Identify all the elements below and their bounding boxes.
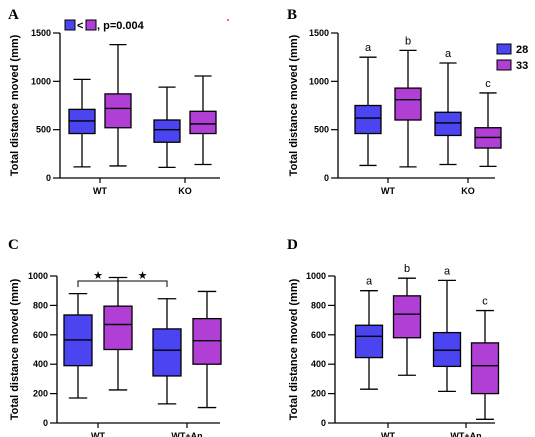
legend-swatch <box>496 59 512 71</box>
significance-star: ★ <box>138 269 148 282</box>
y-axis-label: Total distance moved (mm) <box>9 278 21 420</box>
y-tick-label: 600 <box>311 330 326 340</box>
panel-c: C Total distance moved (mm) 0 200 400 600 800 1… <box>8 237 222 437</box>
panel-b: B Total distance moved (mm) 0 500 1000 1500 WT… <box>287 7 528 196</box>
box-purple: c <box>474 78 502 168</box>
box-blue: a <box>432 265 462 393</box>
box-purple <box>192 290 222 409</box>
box-purple: b <box>394 35 422 168</box>
y-tick-label: 1500 <box>309 28 329 38</box>
annotation-pvalue: , p=0.004 <box>97 20 145 32</box>
box-iqr <box>152 328 182 377</box>
annotation-swatch-purple <box>85 19 97 31</box>
legend-label: 28 <box>516 44 528 56</box>
panel-d: D Total distance moved (mm) 0 200 400 600 800 1… <box>287 237 500 437</box>
significance-letter: a <box>444 265 451 277</box>
legend-label: 33 <box>516 60 528 72</box>
x-tick-label: WT+An <box>171 431 202 437</box>
significance-letter: c <box>485 78 491 90</box>
box-purple <box>189 75 217 166</box>
legend-swatch <box>496 43 512 55</box>
box-blue: a <box>354 42 382 167</box>
box-purple <box>104 43 132 167</box>
box-blue <box>63 292 93 399</box>
y-tick-label: 0 <box>43 418 48 428</box>
x-tick-label: WT <box>381 186 395 196</box>
x-tick-label: WT <box>381 431 395 437</box>
y-tick-label: 800 <box>311 300 326 310</box>
x-tick-label: KO <box>461 186 475 196</box>
panel-letter: A <box>8 7 19 23</box>
y-tick-label: 0 <box>324 173 329 183</box>
box-blue: a <box>354 276 384 390</box>
y-tick-label: 400 <box>311 359 326 369</box>
annotation: < , p=0.004 <box>64 19 145 32</box>
significance-letter: a <box>365 42 372 54</box>
annotation-less-than: < <box>77 20 83 32</box>
bracket-line <box>117 280 168 287</box>
y-tick-label: 1000 <box>306 271 326 281</box>
significance-star: ★ <box>93 269 103 282</box>
box-iqr <box>470 342 500 395</box>
significance-letter: b <box>405 35 411 47</box>
significance-letter: c <box>482 296 488 308</box>
y-tick-label: 600 <box>33 330 48 340</box>
significance-letter: a <box>445 48 452 60</box>
y-tick-label: 500 <box>36 125 51 135</box>
y-axis-label: Total distance moved (mm) <box>9 34 21 176</box>
significance-letter: a <box>366 276 373 288</box>
box-iqr <box>103 305 133 351</box>
y-tick-label: 1500 <box>31 28 51 38</box>
significance-bracket: ★ <box>117 269 168 287</box>
y-tick-label: 0 <box>46 173 51 183</box>
y-tick-label: 400 <box>33 359 48 369</box>
box-blue <box>153 86 181 169</box>
annotation-swatch-blue <box>64 19 76 31</box>
panel-letter: D <box>287 237 298 253</box>
box-purple: b <box>392 263 422 376</box>
stray-dot <box>227 19 229 21</box>
box-iqr <box>189 110 217 135</box>
y-tick-label: 1000 <box>309 76 329 86</box>
box-blue: a <box>434 48 462 166</box>
box-iqr <box>104 93 132 129</box>
y-tick-label: 800 <box>33 300 48 310</box>
box-iqr <box>392 295 422 339</box>
panel-letter: B <box>287 7 297 23</box>
x-tick-label: KO <box>178 186 192 196</box>
x-tick-label: WT <box>93 186 107 196</box>
y-tick-label: 1000 <box>31 76 51 86</box>
y-axis-label: Total distance moved (mm) <box>288 34 300 176</box>
panel-a: A Total distance moved (mm) 0 500 1000 1500 WT… <box>8 7 220 196</box>
box-iqr <box>394 87 422 121</box>
significance-letter: b <box>404 263 410 275</box>
box-iqr <box>354 104 382 135</box>
y-tick-label: 1000 <box>28 271 48 281</box>
y-tick-label: 200 <box>33 389 48 399</box>
box-blue <box>68 78 96 168</box>
y-tick-label: 200 <box>311 389 326 399</box>
box-purple: c <box>470 296 500 420</box>
box-purple <box>103 276 133 391</box>
box-iqr <box>192 317 222 365</box>
panel-letter: C <box>8 237 19 253</box>
y-tick-label: 500 <box>314 125 329 135</box>
box-iqr <box>434 111 462 137</box>
box-iqr <box>432 331 462 368</box>
box-iqr <box>153 119 181 143</box>
box-blue <box>152 298 182 405</box>
box-iqr <box>354 324 384 359</box>
y-axis-label: Total distance moved (mm) <box>288 278 300 420</box>
x-tick-label: WT+An <box>450 431 481 437</box>
y-tick-label: 0 <box>321 418 326 428</box>
x-tick-label: WT <box>91 431 105 437</box>
